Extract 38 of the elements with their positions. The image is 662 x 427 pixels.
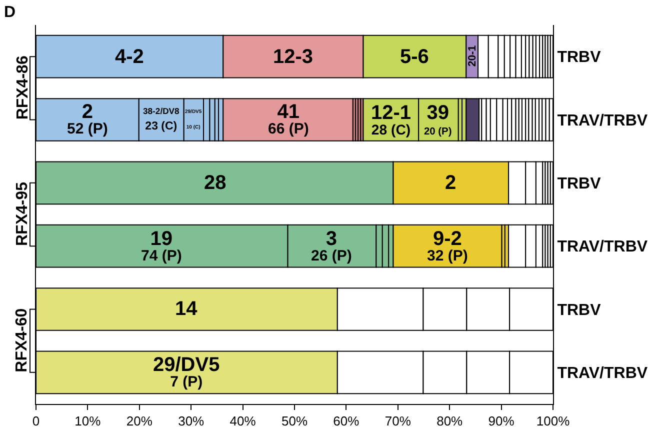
series-label: 2 [445,172,456,194]
x-tick-label: 20% [126,414,153,427]
x-tick-label: 100% [536,414,570,427]
text: RFX4-95 [14,182,31,246]
series-label: 12-1 28 (C) [371,102,412,138]
y-tick-label: TRBV [557,302,602,319]
series-label: 28 [204,172,226,194]
x-tick-label: 70% [384,414,412,427]
y-tick-label: TRAV/TRBV [557,365,648,382]
series-label: 3 26 (P) [311,228,352,265]
y-tick-label: TRBV [557,49,602,66]
text: RFX4-86 [14,56,32,120]
chart-title: D [4,4,16,21]
x-tick-label: 90% [488,414,515,427]
bar [466,98,480,142]
y-tick-label: TRBV [557,176,602,193]
y-tick-label: TRAV/TRBV [557,112,648,130]
series-label: 39 20 (P) [424,102,452,138]
x-tick-label: 50% [281,414,308,427]
x-tick-label: 60% [333,414,360,427]
y-tick-label: TRAV/TRBV [557,238,648,256]
series-label: 29/DV5 7 (P) [153,354,220,391]
x-tick-label: 30% [178,414,205,427]
series-label: 19 74 (P) [141,228,182,265]
series-label: 20-1 [466,45,479,67]
series-label: 9-2 32 (P) [427,228,468,265]
series-label: 38-2/DV8 23 (C) [143,106,180,133]
series-label: 14 [175,298,198,320]
series-label: 4-2 [115,46,144,68]
x-tick-label: 10% [74,414,102,427]
x-tick-label: 80% [436,414,464,427]
x-tick-label: 40% [230,414,256,427]
x-tick-label: 0 [32,414,40,427]
series-label: 2 52 (P) [67,101,108,138]
series-label: 41 66 (P) [268,101,309,138]
text: RFX4-60 [14,308,31,372]
series-label: 5-6 [400,46,429,68]
series-label: 12-3 [273,46,314,68]
